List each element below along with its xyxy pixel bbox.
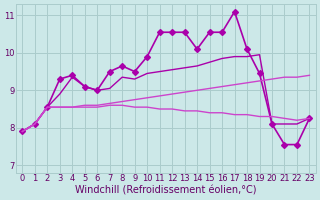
X-axis label: Windchill (Refroidissement éolien,°C): Windchill (Refroidissement éolien,°C) <box>75 186 257 196</box>
